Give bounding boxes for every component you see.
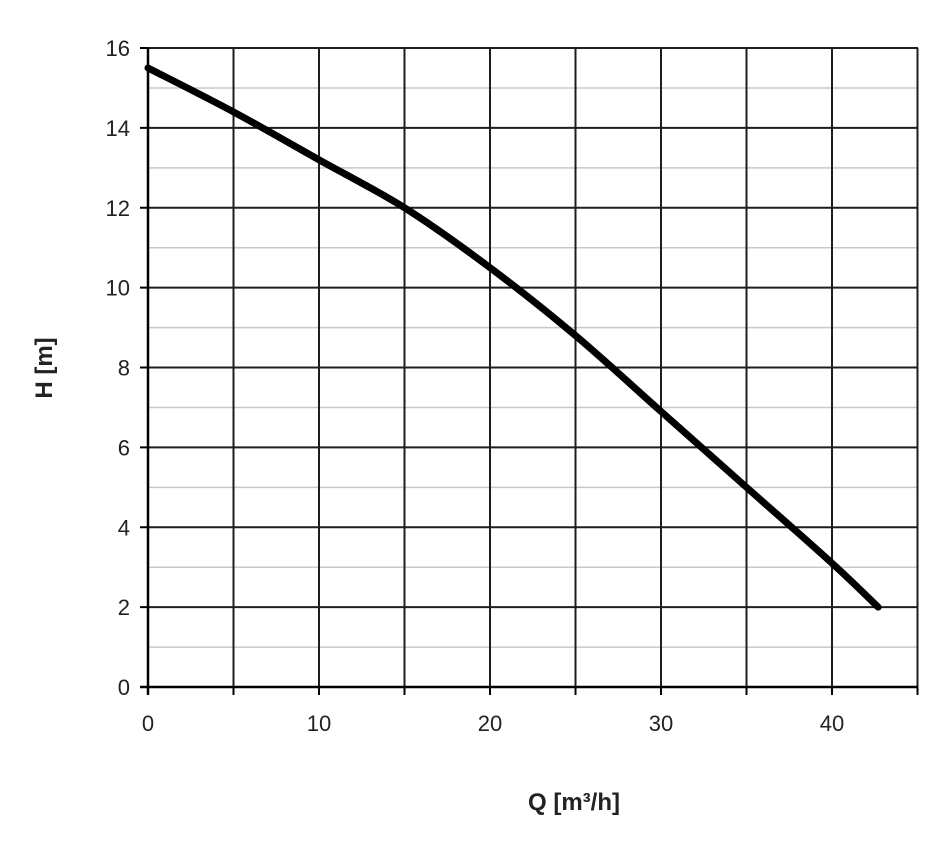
x-tick-label: 0: [142, 711, 154, 736]
minor-grid: [148, 87, 918, 648]
y-tick-label: 14: [106, 116, 130, 141]
axes: [140, 47, 919, 695]
x-tick-label: 20: [478, 711, 502, 736]
series-layer: [144, 64, 882, 611]
x-tick-label: 10: [307, 711, 331, 736]
x-tick-label: 40: [820, 711, 844, 736]
y-tick-label: 0: [118, 675, 130, 700]
x-tick-labels: 0 10 20 30 40: [142, 711, 844, 736]
x-axis-title: Q [m³/h]: [528, 789, 620, 816]
y-tick-label: 6: [118, 435, 130, 460]
y-tick-label: 2: [118, 595, 130, 620]
y-tick-label: 10: [106, 276, 130, 301]
y-tick-label: 16: [106, 36, 130, 61]
x-tick-label: 30: [649, 711, 673, 736]
major-grid: [148, 47, 919, 687]
y-tick-label: 8: [118, 356, 130, 381]
y-axis-title: H [m]: [31, 337, 58, 398]
y-tick-label: 12: [106, 196, 130, 221]
pump-curve-line: [144, 64, 882, 611]
y-tick-labels: 0 2 4 6 8 10 12 14 16: [106, 36, 130, 700]
y-tick-label: 4: [118, 515, 130, 540]
